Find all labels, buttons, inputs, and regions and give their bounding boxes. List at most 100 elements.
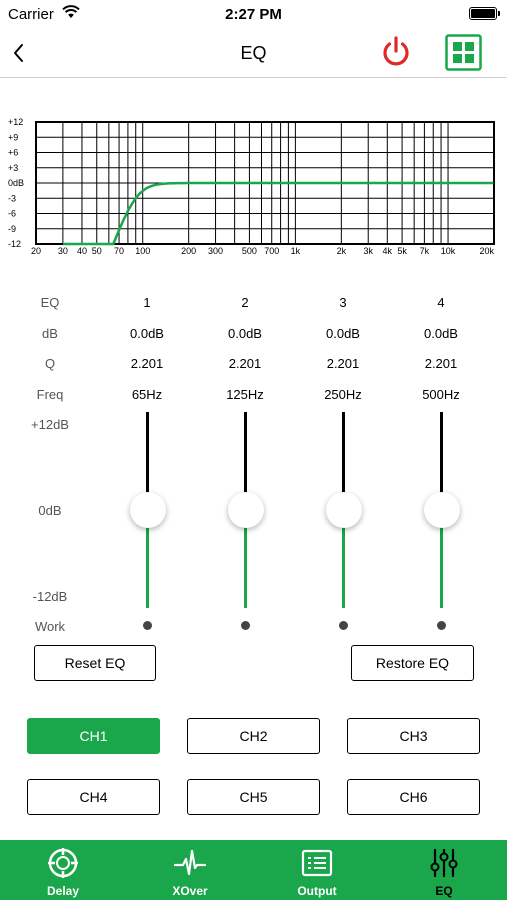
- band-3-freq-value[interactable]: 250Hz: [324, 387, 362, 402]
- graph-x-tick-label: 3k: [363, 246, 373, 256]
- status-bar: Carrier 2:27 PM: [0, 0, 507, 28]
- graph-x-tick-label: 500: [242, 246, 257, 256]
- band-1-db-value[interactable]: 0.0dB: [130, 326, 164, 341]
- band-2-slider-track[interactable]: [244, 412, 247, 510]
- q-row-label: Q: [44, 356, 56, 371]
- graph-x-tick-label: 10k: [441, 246, 456, 256]
- band-3-slider-track-fill[interactable]: [342, 510, 345, 608]
- band-2-work-dot[interactable]: [241, 621, 250, 630]
- slider-mid-label: 0dB: [38, 503, 62, 518]
- tab-delay[interactable]: Delay: [0, 840, 126, 900]
- tab-eq[interactable]: EQ: [381, 840, 507, 900]
- graph-y-tick-label: -9: [8, 224, 16, 234]
- page-title: EQ: [240, 43, 267, 63]
- battery-icon: [469, 7, 500, 20]
- graph-y-tick-label: 0dB: [8, 178, 24, 188]
- slider-min-label: -12dB: [32, 589, 68, 604]
- grid-view-button[interactable]: [445, 34, 482, 71]
- band-4-number: 4: [437, 295, 445, 310]
- band-3-work-dot[interactable]: [339, 621, 348, 630]
- wifi-icon: [62, 5, 80, 18]
- tab-bar: Delay XOver Output EQ: [0, 840, 507, 900]
- channel-2-button[interactable]: CH2: [187, 718, 320, 754]
- band-1-slider-track-fill[interactable]: [146, 510, 149, 608]
- tab-output[interactable]: Output: [254, 840, 380, 900]
- channel-6-button[interactable]: CH6: [347, 779, 480, 815]
- graph-x-tick-label: 7k: [420, 246, 430, 256]
- graph-y-tick-label: -3: [8, 193, 16, 203]
- nav-bar: EQ: [0, 28, 507, 78]
- band-3-db-value[interactable]: 0.0dB: [326, 326, 360, 341]
- graph-x-tick-label: 5k: [397, 246, 407, 256]
- graph-x-tick-label: 40: [77, 246, 87, 256]
- channel-3-button[interactable]: CH3: [347, 718, 480, 754]
- band-4-slider-track-fill[interactable]: [440, 510, 443, 608]
- eq-sliders-icon: [430, 849, 458, 877]
- channel-4-button[interactable]: CH4: [27, 779, 160, 815]
- status-time: 2:27 PM: [225, 6, 282, 23]
- band-1-slider-track[interactable]: [146, 412, 149, 510]
- tab-output-label: Output: [297, 884, 337, 898]
- band-2-number: 2: [241, 295, 249, 310]
- band-3-slider-track[interactable]: [342, 412, 345, 510]
- tab-delay-label: Delay: [46, 884, 80, 898]
- band-4-work-dot[interactable]: [437, 621, 446, 630]
- eq-curve: [62, 181, 494, 246]
- freq-row-label: Freq: [36, 387, 64, 402]
- band-4-q-value[interactable]: 2.201: [424, 356, 458, 371]
- tab-xover[interactable]: XOver: [127, 840, 253, 900]
- graph-x-tick-label: 700: [264, 246, 279, 256]
- back-button[interactable]: [6, 38, 34, 68]
- db-row-label: dB: [42, 326, 58, 341]
- band-1-freq-value[interactable]: 65Hz: [131, 387, 163, 402]
- graph-x-tick-label: 1k: [291, 246, 301, 256]
- graph-y-tick-label: +3: [8, 163, 18, 173]
- band-1-q-value[interactable]: 2.201: [130, 356, 164, 371]
- eq-row-label: EQ: [40, 295, 60, 310]
- graph-y-tick-label: +6: [8, 148, 18, 158]
- band-1-work-dot[interactable]: [143, 621, 152, 630]
- graph-y-tick-label: -12: [8, 239, 21, 249]
- graph-y-tick-label: +12: [8, 117, 23, 127]
- band-3-number: 3: [339, 295, 347, 310]
- chevron-left-icon: [14, 44, 23, 62]
- band-4-slider-knob[interactable]: [424, 492, 460, 528]
- reset-eq-button[interactable]: Reset EQ: [34, 645, 156, 681]
- power-button[interactable]: [378, 34, 414, 70]
- power-icon: [383, 36, 409, 66]
- band-2-slider-track-fill[interactable]: [244, 510, 247, 608]
- band-2-slider-knob[interactable]: [228, 492, 264, 528]
- band-3-q-value[interactable]: 2.201: [326, 356, 360, 371]
- graph-x-tick-label: 4k: [383, 246, 393, 256]
- grid-icon: [445, 34, 482, 71]
- graph-x-tick-label: 70: [114, 246, 124, 256]
- graph-x-tick-label: 30: [58, 246, 68, 256]
- band-4-db-value[interactable]: 0.0dB: [424, 326, 458, 341]
- band-4-freq-value[interactable]: 500Hz: [422, 387, 460, 402]
- delay-icon: [48, 848, 78, 878]
- slider-max-label: +12dB: [31, 417, 69, 432]
- carrier-label: Carrier: [8, 6, 54, 23]
- band-4-slider-track[interactable]: [440, 412, 443, 510]
- graph-x-tick-label: 200: [181, 246, 196, 256]
- band-3-slider-knob[interactable]: [326, 492, 362, 528]
- work-label: Work: [34, 619, 66, 634]
- restore-eq-button[interactable]: Restore EQ: [351, 645, 474, 681]
- output-icon: [301, 849, 333, 877]
- tab-eq-label: EQ: [435, 884, 453, 898]
- band-2-q-value[interactable]: 2.201: [228, 356, 262, 371]
- graph-y-tick-label: +9: [8, 132, 18, 142]
- graph-x-tick-label: 300: [208, 246, 223, 256]
- channel-5-button[interactable]: CH5: [187, 779, 320, 815]
- channel-1-button[interactable]: CH1: [27, 718, 160, 754]
- graph-x-tick-label: 100: [135, 246, 150, 256]
- band-1-number: 1: [143, 295, 151, 310]
- tab-xover-label: XOver: [172, 884, 208, 898]
- band-2-freq-value[interactable]: 125Hz: [226, 387, 264, 402]
- graph-y-tick-label: -6: [8, 209, 16, 219]
- band-1-slider-knob[interactable]: [130, 492, 166, 528]
- graph-frame: [35, 121, 495, 245]
- graph-x-tick-label: 50: [92, 246, 102, 256]
- band-2-db-value[interactable]: 0.0dB: [228, 326, 262, 341]
- eq-response-graph[interactable]: +12 +9 +6 +3 0dB -3 -6 -9 -12 20 30 40 50 70 100 200 30…: [0, 110, 507, 260]
